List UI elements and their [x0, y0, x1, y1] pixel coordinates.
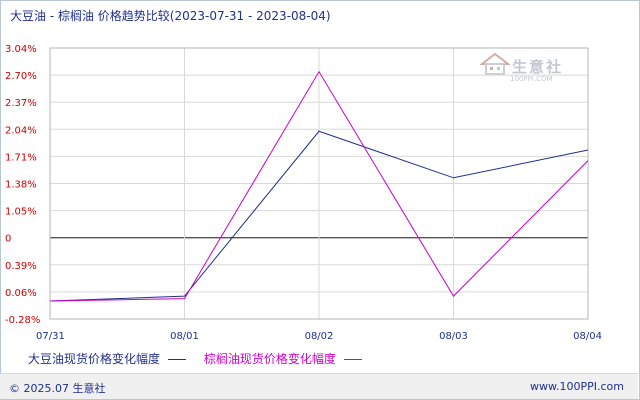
y-tick-label: 0: [5, 234, 11, 245]
site-link[interactable]: www.100PPI.com: [530, 380, 624, 393]
y-tick-label: -0.28%: [5, 315, 40, 326]
y-tick-label: 2.70%: [5, 71, 37, 82]
watermark-text: 生意社: [512, 58, 564, 76]
chart-title: 大豆油 - 棕榈油 价格趋势比较(2023-07-31 - 2023-08-04…: [10, 9, 331, 23]
legend-swatch-soybean-oil: [168, 359, 187, 360]
series-line-soybean-oil: [49, 130, 589, 302]
legend-item-palm-oil: 棕榈油现货价格变化幅度: [204, 352, 362, 366]
watermark-logo: 生意社 100PPI.COM: [479, 52, 561, 83]
legend: 大豆油现货价格变化幅度 棕榈油现货价格变化幅度: [28, 350, 362, 367]
x-tick-label: 08/03: [439, 331, 468, 342]
y-tick-label: 1.05%: [5, 207, 37, 218]
legend-label-soybean-oil: 大豆油现货价格变化幅度: [28, 352, 161, 366]
plot-area-border: [49, 47, 589, 320]
y-tick-label: 3.04%: [5, 44, 37, 55]
copyright-text: © 2025.07 生意社: [9, 382, 106, 395]
y-tick-label: 1.71%: [5, 152, 37, 163]
x-tick-label: 08/01: [170, 331, 199, 342]
grid-lines: [49, 47, 589, 320]
legend-swatch-palm-oil: [343, 359, 362, 360]
x-axis-labels: 07/31 08/01 08/02 08/03 08/04: [36, 331, 602, 342]
x-tick-label: 08/04: [573, 331, 602, 342]
x-tick-label: 07/31: [36, 331, 65, 342]
legend-item-soybean-oil: 大豆油现货价格变化幅度: [28, 352, 187, 366]
footer-bar: © 2025.07 生意社 www.100PPI.com: [0, 373, 638, 399]
y-tick-label: 0.06%: [5, 288, 37, 299]
y-axis-labels: 3.04% 2.70% 2.37% 2.04% 1.71% 1.38% 1.05% 0 0.39…: [5, 44, 40, 326]
series-line-palm-oil: [49, 70, 589, 302]
y-tick-label: 2.04%: [5, 125, 37, 136]
legend-label-palm-oil: 棕榈油现货价格变化幅度: [203, 352, 336, 366]
y-tick-label: 2.37%: [5, 98, 37, 109]
house-logo-icon: [479, 52, 511, 75]
x-tick-label: 08/02: [305, 331, 334, 342]
series-lines: [49, 70, 589, 302]
y-tick-label: 0.39%: [5, 261, 37, 272]
y-tick-label: 1.38%: [5, 180, 37, 191]
watermark-url: 100PPI.COM: [510, 75, 553, 83]
